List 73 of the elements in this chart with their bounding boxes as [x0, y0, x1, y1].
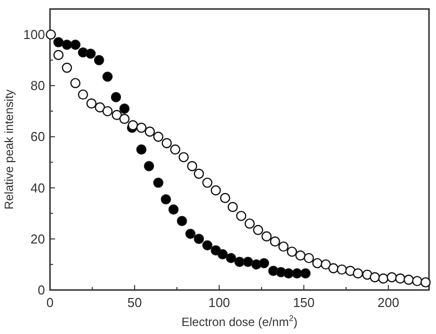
point: [352, 268, 364, 278]
y-tick-label: 100: [23, 27, 45, 42]
point: [292, 268, 302, 278]
point: [242, 256, 254, 267]
point: [94, 54, 104, 66]
point: [420, 277, 431, 288]
point: [234, 256, 245, 267]
point: [283, 268, 294, 278]
y-tick-label: 0: [38, 282, 45, 298]
point: [286, 246, 298, 257]
point: [304, 252, 314, 264]
x-tick-label: 150: [292, 295, 315, 310]
point: [228, 202, 238, 212]
y-axis-title: Relative peak intensity: [2, 89, 16, 210]
point: [258, 258, 270, 268]
point: [202, 178, 212, 188]
point: [86, 98, 97, 109]
y-tick-label: 60: [30, 129, 45, 144]
point: [119, 104, 130, 114]
point: [170, 144, 180, 155]
point: [110, 92, 122, 102]
point: [70, 40, 80, 50]
x-tick-label: 200: [378, 295, 400, 310]
point: [136, 144, 146, 155]
point: [144, 161, 154, 172]
point: [168, 204, 179, 215]
point: [53, 37, 64, 48]
point: [370, 272, 380, 282]
point: [112, 110, 122, 120]
point: [62, 40, 72, 50]
point: [70, 78, 80, 88]
point: [86, 48, 96, 59]
point: [220, 192, 230, 204]
point: [244, 218, 255, 229]
point: [236, 210, 246, 222]
point: [78, 89, 88, 100]
point: [210, 185, 221, 196]
point: [328, 263, 339, 274]
point: [226, 252, 236, 264]
point: [202, 240, 212, 250]
point: [46, 29, 56, 40]
point: [194, 234, 204, 244]
point: [153, 132, 164, 142]
point: [62, 62, 72, 73]
point: [217, 249, 228, 260]
point: [253, 224, 264, 236]
x-axis-title: Electron dose (e/nm$^{2}$): [181, 313, 298, 329]
point: [300, 268, 311, 278]
point: [270, 236, 280, 247]
x-tick-label: 50: [127, 295, 142, 310]
point: [295, 250, 306, 261]
point: [160, 194, 171, 204]
point: [153, 178, 164, 188]
point: [278, 241, 289, 252]
y-tick-label: 80: [30, 78, 45, 94]
y-tick-label: 40: [30, 180, 45, 196]
point: [162, 138, 172, 148]
point: [194, 168, 204, 179]
point: [102, 106, 113, 116]
point: [185, 228, 196, 239]
y-tick-label: 20: [30, 231, 45, 246]
point: [128, 120, 138, 130]
point: [176, 216, 188, 226]
point: [261, 231, 272, 242]
point: [136, 122, 146, 133]
point: [187, 161, 198, 172]
point: [312, 258, 322, 268]
x-tick-label: 100: [208, 295, 230, 310]
point: [119, 114, 130, 124]
point: [53, 50, 64, 60]
point: [102, 72, 113, 82]
point: [178, 152, 189, 162]
point: [144, 126, 155, 137]
